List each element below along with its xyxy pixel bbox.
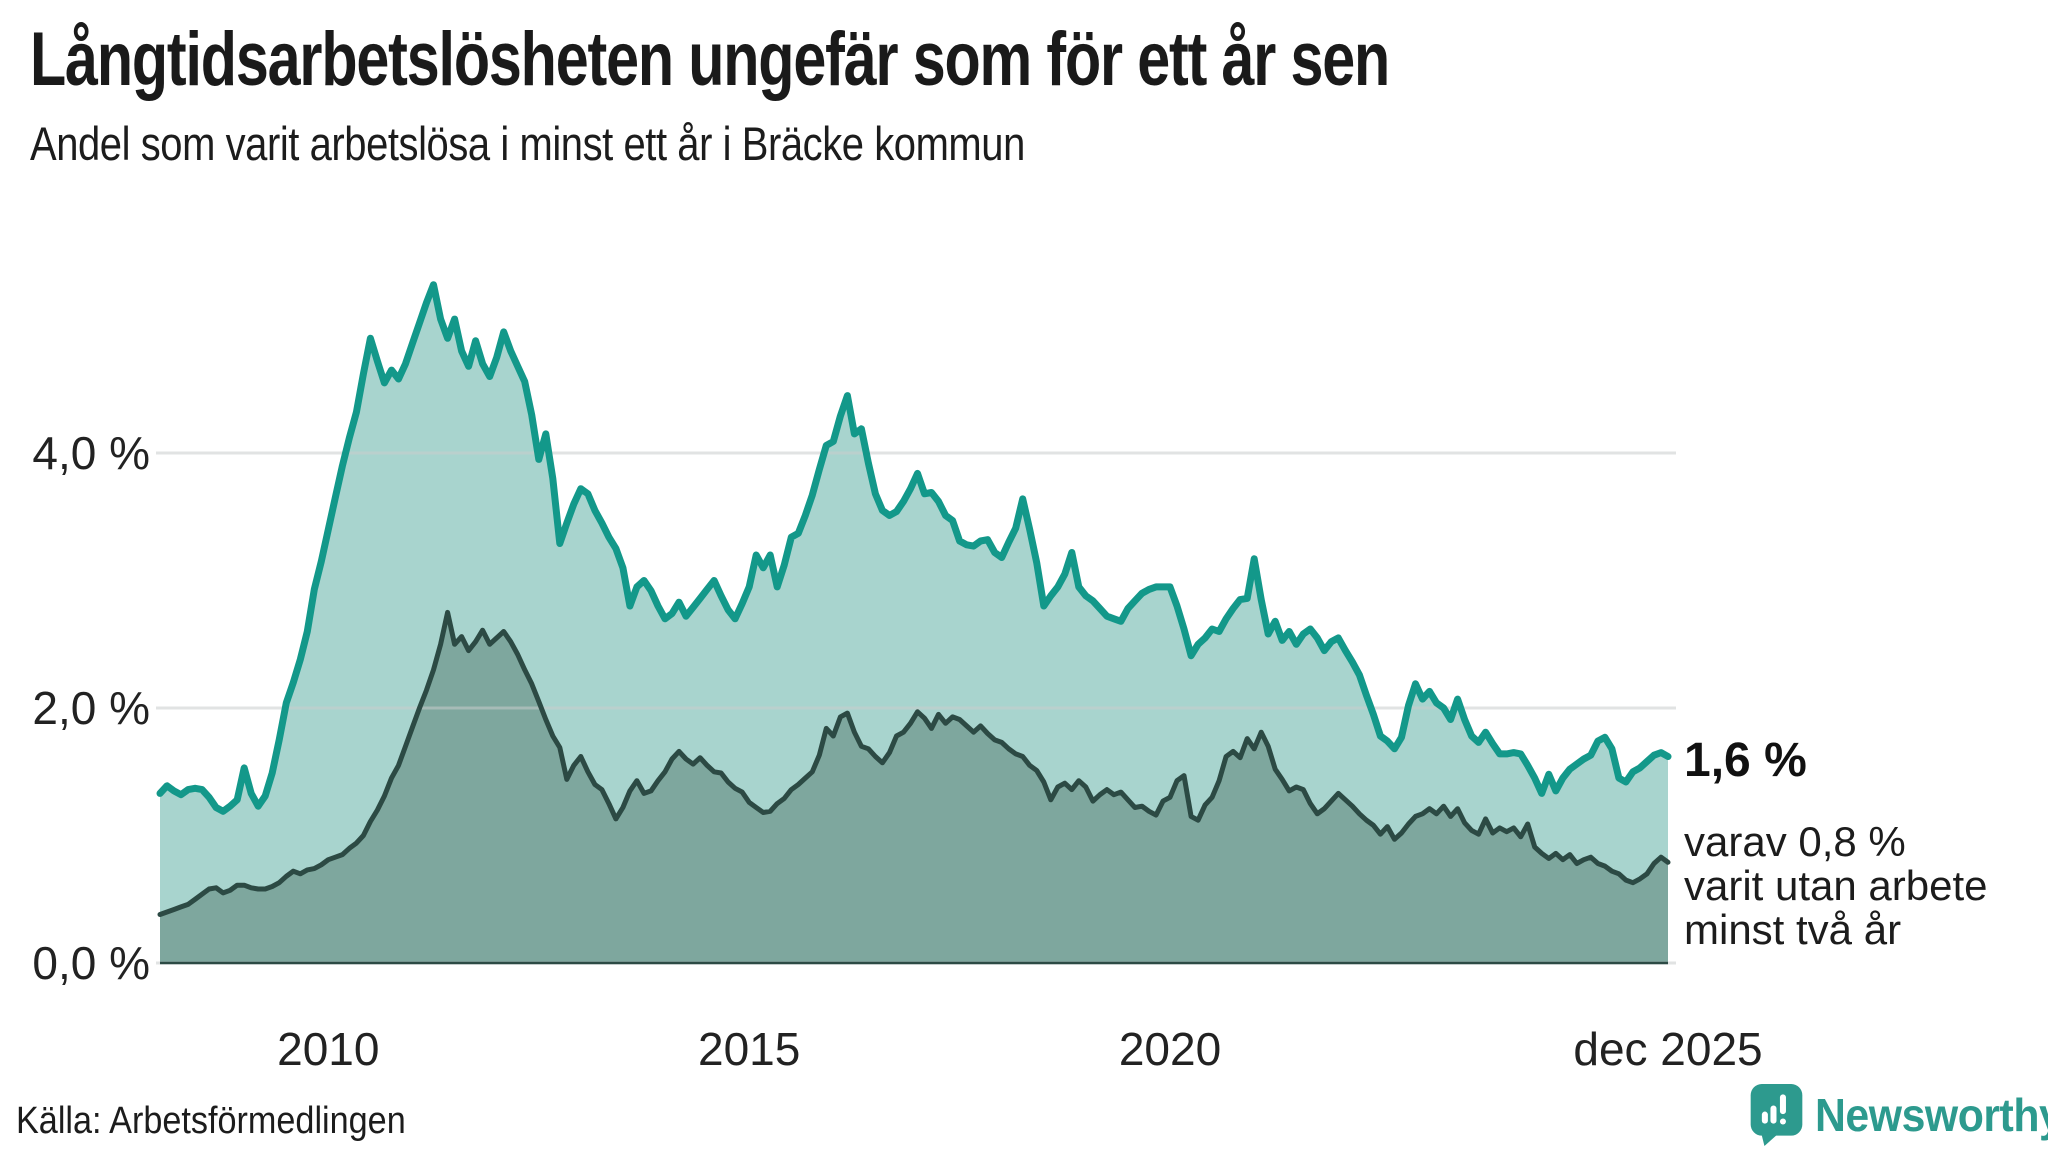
y-tick-label: 4,0 % (32, 427, 150, 479)
annotation-note-line: minst två år (1684, 906, 1902, 953)
annotation-note: varav 0,8 % varit utan arbete minst två … (1684, 820, 1988, 952)
newsworthy-logo-icon (1750, 1084, 1803, 1146)
x-tick-label: 2015 (698, 1023, 801, 1075)
annotation-note-line: varit utan arbete (1684, 862, 1988, 909)
latest-value-label: 1,6 % (1684, 734, 1807, 787)
page-title: Långtidsarbetslösheten ungefär som för e… (30, 17, 1390, 102)
series-two-year-line (157, 609, 1671, 917)
x-tick-label: dec 2025 (1573, 1023, 1763, 1075)
annotation-note-line: varav 0,8 % (1684, 818, 1906, 865)
y-tick-label: 0,0 % (32, 937, 150, 989)
newsworthy-logo: Newsworthy (1750, 1084, 2048, 1146)
series-one-year-line (156, 281, 1672, 815)
source-text: Källa: Arbetsförmedlingen (16, 1100, 406, 1142)
x-tick-label: 2010 (277, 1023, 380, 1075)
x-tick-label: 2020 (1118, 1023, 1222, 1075)
page-subtitle: Andel som varit arbetslösa i minst ett å… (30, 117, 1025, 170)
y-tick-label: 2,0 % (32, 682, 150, 734)
newsworthy-logo-text: Newsworthy (1815, 1089, 2048, 1141)
